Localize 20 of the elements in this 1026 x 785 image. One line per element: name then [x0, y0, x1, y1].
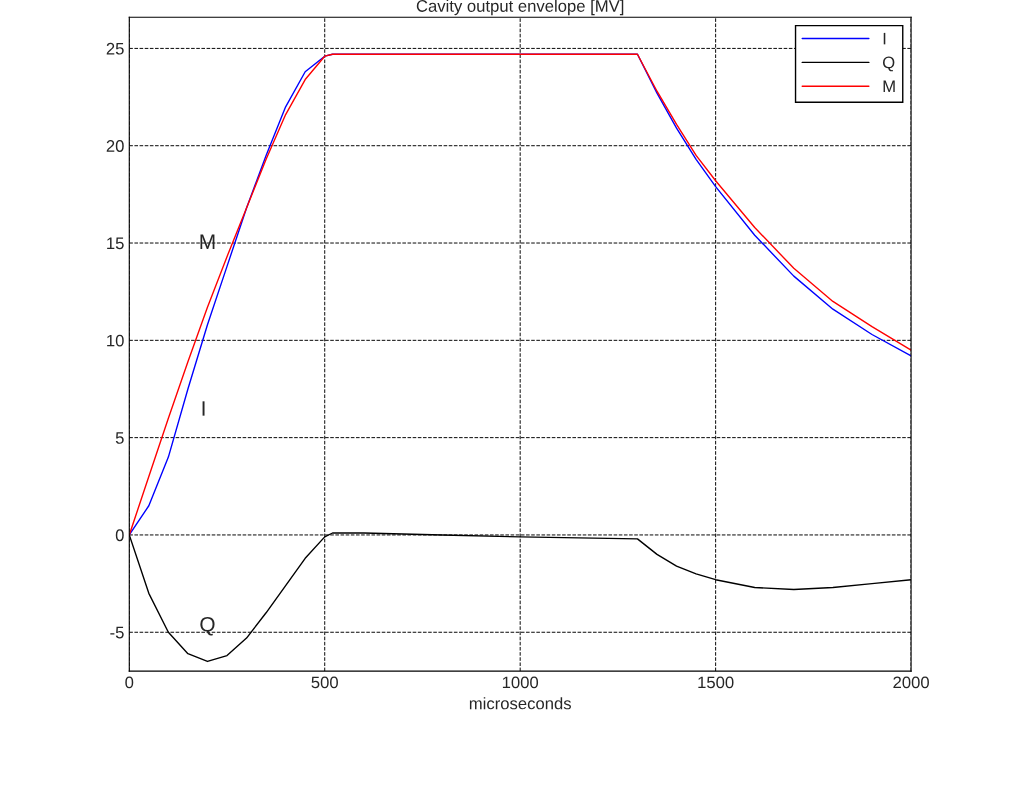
y-tick-label: 5	[115, 432, 124, 444]
x-axis-title: microseconds	[469, 697, 571, 710]
x-tick-label: 500	[311, 676, 338, 689]
y-tick-label: 25	[106, 42, 124, 55]
y-tick-label: 0	[115, 529, 124, 542]
chart-title: Cavity output envelope [MV]	[416, 0, 624, 16]
legend-label: Q	[882, 56, 895, 72]
annotation: I	[202, 401, 205, 416]
y-tick-label: -5	[110, 626, 124, 639]
line-series	[129, 53, 912, 536]
x-tick-label: 1000	[502, 676, 539, 689]
annotation: Q	[200, 616, 215, 636]
y-tick-label: 20	[106, 140, 124, 152]
legend-label: M	[883, 80, 895, 93]
x-tick-label: 2000	[893, 676, 929, 689]
x-tick-label: 1500	[698, 676, 734, 689]
y-tick-label: 15	[107, 237, 124, 250]
x-tick-label: 0	[125, 676, 134, 689]
y-tick-label: 10	[107, 334, 124, 347]
legend-label: I	[883, 32, 886, 45]
